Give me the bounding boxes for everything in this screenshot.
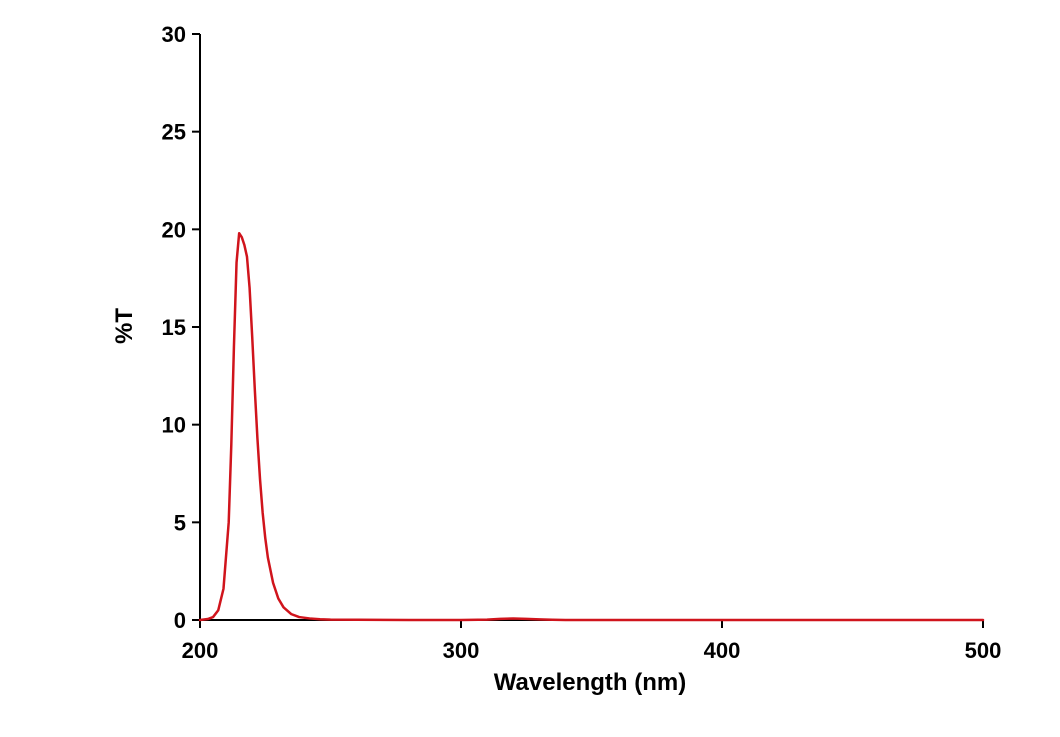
- y-axis: 0 5 10 15 20 25 30: [162, 22, 201, 633]
- x-tick-label: 300: [443, 638, 480, 663]
- series-group: [198, 231, 985, 622]
- y-tick-label: 0: [174, 608, 186, 633]
- x-tick-label: 500: [965, 638, 1002, 663]
- y-tick-label: 25: [162, 120, 186, 145]
- x-axis-title: Wavelength (nm): [494, 669, 686, 696]
- x-tick-label: 400: [704, 638, 741, 663]
- y-axis-title: %T: [111, 308, 138, 344]
- y-tick-label: 5: [174, 510, 186, 535]
- y-tick-label: 30: [162, 22, 186, 47]
- y-tick-label: 10: [162, 413, 186, 438]
- y-tick-label: 15: [162, 315, 186, 340]
- series-line: [198, 231, 985, 622]
- y-tick-label: 20: [162, 217, 186, 242]
- x-tick-label: 200: [182, 638, 219, 663]
- x-axis: 200 300 400 500: [182, 619, 1002, 663]
